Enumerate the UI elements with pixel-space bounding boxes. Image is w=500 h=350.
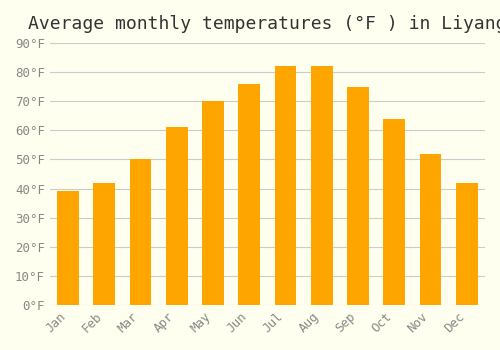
Bar: [202, 244, 224, 305]
Bar: [202, 101, 224, 305]
Bar: [420, 260, 442, 305]
Title: Average monthly temperatures (°F ) in Liyang: Average monthly temperatures (°F ) in Li…: [28, 15, 500, 33]
Bar: [238, 84, 260, 305]
Bar: [274, 233, 296, 305]
Bar: [347, 86, 369, 305]
Bar: [130, 261, 152, 305]
Bar: [347, 239, 369, 305]
Bar: [57, 191, 79, 305]
Bar: [420, 154, 442, 305]
Bar: [130, 159, 152, 305]
Bar: [456, 183, 477, 305]
Bar: [166, 252, 188, 305]
Bar: [311, 66, 332, 305]
Bar: [238, 239, 260, 305]
Bar: [94, 268, 115, 305]
Bar: [311, 233, 332, 305]
Bar: [274, 66, 296, 305]
Bar: [456, 268, 477, 305]
Bar: [166, 127, 188, 305]
Bar: [384, 249, 405, 305]
Bar: [94, 183, 115, 305]
Bar: [384, 119, 405, 305]
Bar: [57, 271, 79, 305]
